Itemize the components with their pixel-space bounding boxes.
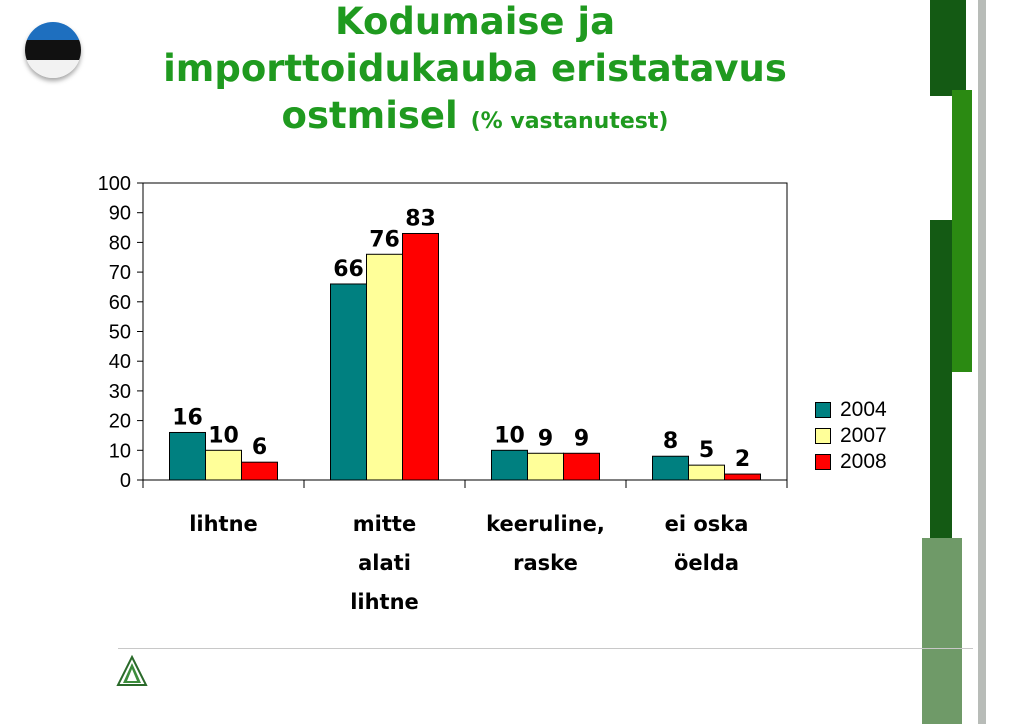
bar-2007 xyxy=(205,449,242,481)
x-category-label: lihtne xyxy=(144,505,304,544)
y-tick-label: 70 xyxy=(109,262,131,284)
y-tick-label: 0 xyxy=(120,470,131,492)
bar-2007 xyxy=(366,253,403,481)
y-tick-label: 100 xyxy=(98,173,131,195)
x-category-label-line: ei oska xyxy=(664,512,749,536)
footer-divider xyxy=(118,648,973,649)
bar-2004 xyxy=(652,455,689,481)
deco-bar-sage xyxy=(922,538,962,724)
y-tick-label: 10 xyxy=(109,440,131,462)
data-label: 10 xyxy=(208,423,239,448)
x-category-label-line: raske xyxy=(513,551,578,575)
bar-2008 xyxy=(241,461,278,481)
legend-item: 2007 xyxy=(815,423,887,449)
x-category-label-line: lihtne xyxy=(350,590,419,614)
bar-2008 xyxy=(724,473,761,481)
bar-2004 xyxy=(491,449,528,481)
x-category-label: mitte alati lihtne xyxy=(305,505,465,622)
x-category-label-line: mitte xyxy=(352,512,417,536)
y-tick-label: 80 xyxy=(109,232,131,254)
y-tick-label: 50 xyxy=(109,322,131,344)
legend-item: 2004 xyxy=(815,397,887,423)
deco-bar-grey xyxy=(978,0,986,724)
bar-2007 xyxy=(527,452,564,481)
title-line-2: importtoidukauba eristatavus xyxy=(163,47,787,90)
data-label: 2 xyxy=(735,447,750,472)
data-label: 66 xyxy=(333,257,364,282)
bar-2007 xyxy=(688,464,725,481)
title-line-3: ostmisel (% vastanutest) xyxy=(90,92,860,145)
data-label: 9 xyxy=(574,426,589,451)
bar-2008 xyxy=(563,452,600,481)
x-category-label: keeruline, raske xyxy=(466,505,626,583)
y-tick-label: 30 xyxy=(109,381,131,403)
deco-bar-dark-top xyxy=(930,0,966,96)
slide-title: Kodumaise ja importtoidukauba eristatavu… xyxy=(90,0,860,145)
bar-2004 xyxy=(330,283,367,481)
title-line-3-text: ostmisel xyxy=(281,94,458,137)
data-label: 6 xyxy=(252,435,267,460)
deco-bar-mid-green xyxy=(952,90,972,372)
x-category-label-line: lihtne xyxy=(189,512,258,536)
title-line-1: Kodumaise ja xyxy=(334,0,616,43)
x-category-label-line: öelda xyxy=(673,551,740,575)
y-tick-label: 40 xyxy=(109,351,131,373)
deco-bar-dark-middle xyxy=(930,220,952,588)
data-label: 5 xyxy=(699,438,714,463)
legend-swatch xyxy=(815,454,831,470)
x-category-label-line: keeruline, xyxy=(486,512,605,536)
legend-label: 2007 xyxy=(840,424,887,447)
legend-label: 2004 xyxy=(840,398,887,421)
bar-2008 xyxy=(402,232,439,481)
footer-logo-icon xyxy=(116,655,148,686)
y-tick-label: 90 xyxy=(109,203,131,225)
data-label: 9 xyxy=(538,426,553,451)
y-tick-label: 20 xyxy=(109,411,131,433)
data-label: 16 xyxy=(172,405,203,430)
plot-area-frame xyxy=(142,182,788,481)
chart-legend: 2004 2007 2008 xyxy=(815,397,887,475)
title-suffix: (% vastanutest) xyxy=(470,109,669,134)
bar-2004 xyxy=(169,431,206,481)
x-category-label: ei oska öelda xyxy=(627,505,787,583)
legend-label: 2008 xyxy=(840,450,887,473)
data-label: 76 xyxy=(369,227,400,252)
x-category-label-line: alati xyxy=(358,551,411,575)
legend-swatch xyxy=(815,402,831,418)
estonian-flag-logo xyxy=(25,22,81,78)
legend-item: 2008 xyxy=(815,449,887,475)
data-label: 8 xyxy=(663,429,678,454)
data-label: 10 xyxy=(494,423,525,448)
legend-swatch xyxy=(815,428,831,444)
y-tick-label: 60 xyxy=(109,292,131,314)
data-label: 83 xyxy=(405,206,436,231)
